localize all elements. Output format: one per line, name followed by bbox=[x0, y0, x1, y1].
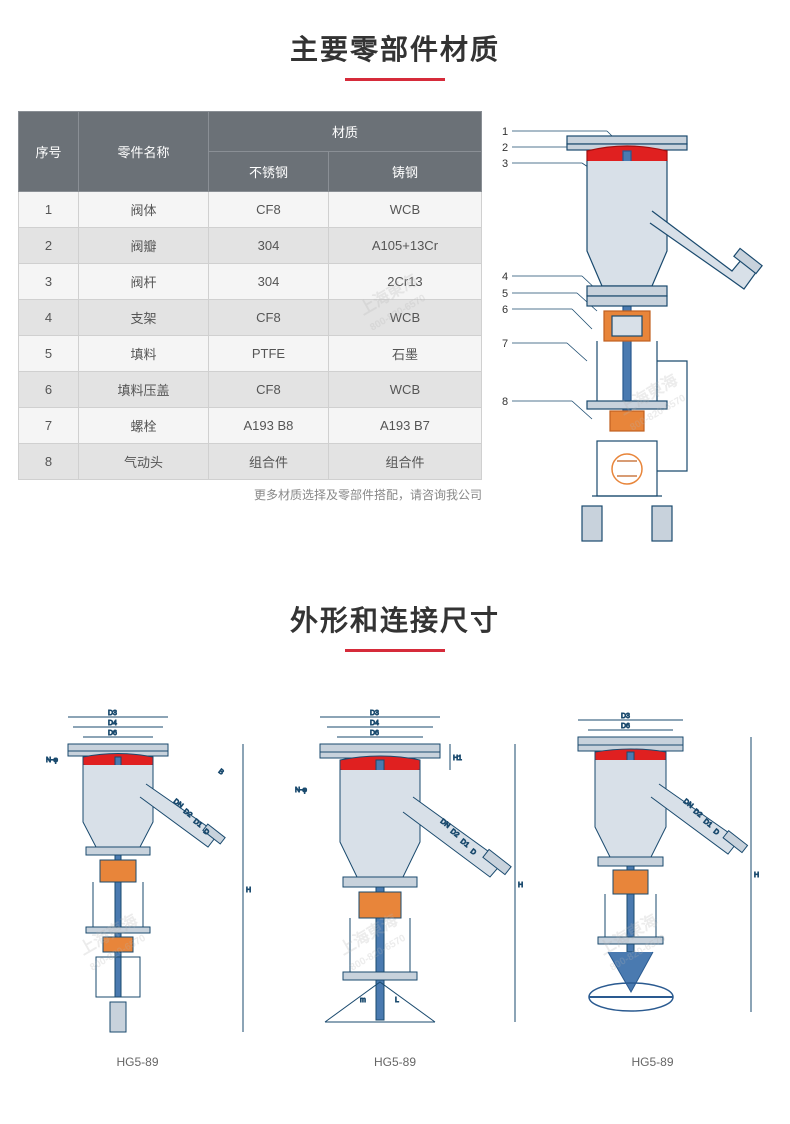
callout-4: 4 bbox=[502, 271, 508, 283]
dimension-diagram-2: D3 D4 D6 N-φ H bbox=[265, 702, 525, 1069]
valve-outline-1: D3 D4 D6 N-φ bbox=[18, 702, 258, 1042]
callout-8: 8 bbox=[502, 396, 508, 408]
svg-text:D6: D6 bbox=[370, 730, 379, 737]
svg-text:H: H bbox=[518, 882, 523, 889]
svg-text:H: H bbox=[246, 887, 251, 894]
table-row: 3阀杆3042Cr13 bbox=[19, 264, 482, 300]
callout-3: 3 bbox=[502, 158, 508, 170]
title-underline-1 bbox=[345, 78, 445, 81]
svg-text:m: m bbox=[360, 997, 366, 1004]
table-note: 更多材质选择及零部件搭配，请咨询我公司 bbox=[18, 480, 482, 503]
svg-text:H1: H1 bbox=[453, 755, 462, 762]
section2-title: 外形和连接尺寸 bbox=[0, 571, 790, 649]
th-ss: 不锈钢 bbox=[209, 152, 329, 192]
callout-6: 6 bbox=[502, 304, 508, 316]
th-no: 序号 bbox=[19, 112, 79, 192]
parts-table-container: 序号 零件名称 材质 不锈钢 铸钢 1阀体CF8WCB 2阀瓣304A105+1… bbox=[18, 111, 482, 503]
svg-text:D6: D6 bbox=[621, 723, 630, 730]
th-material-group: 材质 bbox=[209, 112, 482, 152]
table-row: 6填料压盖CF8WCB bbox=[19, 372, 482, 408]
callout-7: 7 bbox=[502, 338, 508, 350]
svg-text:D3: D3 bbox=[370, 710, 379, 717]
svg-text:N-φ: N-φ bbox=[295, 787, 307, 794]
table-row: 1阀体CF8WCB bbox=[19, 192, 482, 228]
valve-cross-section-diagram: 1 2 3 4 5 6 7 8 bbox=[492, 111, 772, 551]
svg-text:D3: D3 bbox=[621, 713, 630, 720]
dimension-diagram-1: D3 D4 D6 N-φ bbox=[10, 702, 265, 1069]
svg-text:H: H bbox=[754, 872, 759, 879]
valve-diagram-container: 1 2 3 4 5 6 7 8 bbox=[492, 111, 772, 551]
valve-outline-2: D3 D4 D6 N-φ H bbox=[265, 702, 525, 1042]
svg-text:D4: D4 bbox=[370, 720, 379, 727]
section-materials: 主要零部件材质 序号 零件名称 材质 不锈钢 铸钢 1阀体CF8WCB bbox=[0, 0, 790, 551]
svg-text:D4: D4 bbox=[108, 720, 117, 727]
callout-2: 2 bbox=[502, 142, 508, 154]
section-dimensions: 外形和连接尺寸 D3 D4 D6 N-φ bbox=[0, 551, 790, 1069]
th-name: 零件名称 bbox=[79, 112, 209, 192]
table-row: 5填料PTFE石墨 bbox=[19, 336, 482, 372]
svg-text:B: B bbox=[216, 768, 224, 777]
upper-content: 序号 零件名称 材质 不锈钢 铸钢 1阀体CF8WCB 2阀瓣304A105+1… bbox=[0, 111, 790, 551]
diagram-2-label: HG5-89 bbox=[265, 1055, 525, 1069]
diagram-1-label: HG5-89 bbox=[10, 1055, 265, 1069]
parts-table: 序号 零件名称 材质 不锈钢 铸钢 1阀体CF8WCB 2阀瓣304A105+1… bbox=[18, 111, 482, 480]
diagram-3-label: HG5-89 bbox=[525, 1055, 780, 1069]
callout-1: 1 bbox=[502, 126, 508, 138]
section1-title: 主要零部件材质 bbox=[0, 0, 790, 78]
parts-table-body: 1阀体CF8WCB 2阀瓣304A105+13Cr 3阀杆3042Cr13 4支… bbox=[19, 192, 482, 480]
th-cs: 铸钢 bbox=[328, 152, 481, 192]
svg-text:N-φ: N-φ bbox=[46, 757, 58, 764]
svg-text:D3: D3 bbox=[108, 710, 117, 717]
dimension-diagrams-row: D3 D4 D6 N-φ bbox=[0, 682, 790, 1069]
table-row: 2阀瓣304A105+13Cr bbox=[19, 228, 482, 264]
svg-text:L: L bbox=[395, 997, 399, 1004]
callout-5: 5 bbox=[502, 288, 508, 300]
table-row: 7螺栓A193 B8A193 B7 bbox=[19, 408, 482, 444]
valve-outline-3: D3 D6 H bbox=[533, 702, 773, 1042]
dimension-diagram-3: D3 D6 H bbox=[525, 702, 780, 1069]
svg-text:D6: D6 bbox=[108, 730, 117, 737]
table-row: 8气动头组合件组合件 bbox=[19, 444, 482, 480]
table-row: 4支架CF8WCB bbox=[19, 300, 482, 336]
title-underline-2 bbox=[345, 649, 445, 652]
